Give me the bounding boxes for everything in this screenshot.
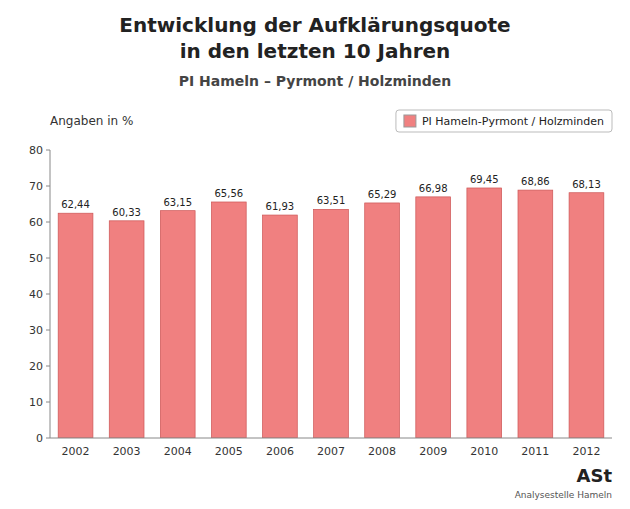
y-tick	[46, 294, 50, 295]
data-label: 63,15	[163, 197, 192, 208]
y-tick	[46, 402, 50, 403]
y-tick-label: 60	[29, 216, 43, 229]
data-label: 68,13	[572, 179, 601, 190]
bars	[58, 188, 604, 438]
bar	[314, 209, 349, 438]
data-label: 68,86	[521, 176, 550, 187]
bar	[365, 203, 400, 438]
y-tick-label: 20	[29, 360, 43, 373]
y-tick	[46, 186, 50, 187]
y-tick-label: 80	[29, 144, 43, 157]
x-tick-label: 2012	[572, 445, 600, 458]
title: Entwicklung der Aufklärungsquote	[119, 13, 510, 37]
bar	[58, 213, 93, 438]
data-label: 63,51	[317, 195, 346, 206]
y-tick-label: 30	[29, 324, 43, 337]
legend-box	[396, 110, 612, 132]
logo-text: ASt	[577, 465, 613, 486]
bar	[211, 202, 246, 438]
x-tick-label: 2003	[113, 445, 141, 458]
x-tick-label: 2005	[215, 445, 243, 458]
bar	[109, 221, 144, 438]
subtitle: PI Hameln – Pyrmont / Holzminden	[179, 73, 452, 89]
x-tick-label: 2009	[419, 445, 447, 458]
data-label: 62,44	[61, 199, 90, 210]
x-axis-line	[50, 438, 612, 439]
x-tick-label: 2004	[164, 445, 192, 458]
x-tick-label: 2010	[470, 445, 498, 458]
y-tick-label: 0	[36, 432, 43, 445]
logo-subtext: Analysestelle Hameln	[515, 490, 612, 500]
y-tick	[46, 366, 50, 367]
x-tick-label: 2007	[317, 445, 345, 458]
data-label: 60,33	[112, 207, 141, 218]
x-axis: 2002 2003 2004 2005 2006 2007 2008 2009 2010 2011…	[50, 438, 612, 458]
x-tick-label: 2011	[521, 445, 549, 458]
y-tick-label: 50	[29, 252, 43, 265]
data-labels: 62,44 60,33 63,15 65,56 61,93 63,51 65,29 66,98…	[61, 174, 601, 218]
data-label: 69,45	[470, 174, 499, 185]
y-tick	[46, 330, 50, 331]
data-label: 65,56	[214, 188, 243, 199]
x-tick-label: 2008	[368, 445, 396, 458]
legend: PI Hameln-Pyrmont / Holzminden	[396, 110, 612, 132]
x-tick-label: 2002	[62, 445, 90, 458]
bar	[263, 215, 298, 438]
y-tick	[46, 150, 50, 151]
y-tick-label: 40	[29, 288, 43, 301]
data-label: 66,98	[419, 183, 448, 194]
legend-swatch	[404, 115, 416, 127]
y-axis: 0 10 20 30 40 50 60 70 80	[29, 144, 50, 445]
y-tick-label: 10	[29, 396, 43, 409]
bar	[518, 190, 553, 438]
chart: Entwicklung der Aufklärungsquotein den l…	[0, 0, 630, 509]
y-tick	[46, 438, 50, 439]
data-label: 65,29	[368, 189, 397, 200]
bar	[467, 188, 502, 438]
y-tick-label: 70	[29, 180, 43, 193]
legend-label: PI Hameln-Pyrmont / Holzminden	[422, 115, 604, 128]
y-tick	[46, 222, 50, 223]
annotation: Angaben in %	[50, 114, 133, 128]
title: in den letzten 10 Jahren	[180, 39, 451, 63]
data-label: 61,93	[266, 201, 295, 212]
bar	[569, 193, 604, 438]
y-tick	[46, 258, 50, 259]
bar	[416, 197, 451, 438]
x-tick-label: 2006	[266, 445, 294, 458]
bar	[160, 211, 195, 438]
